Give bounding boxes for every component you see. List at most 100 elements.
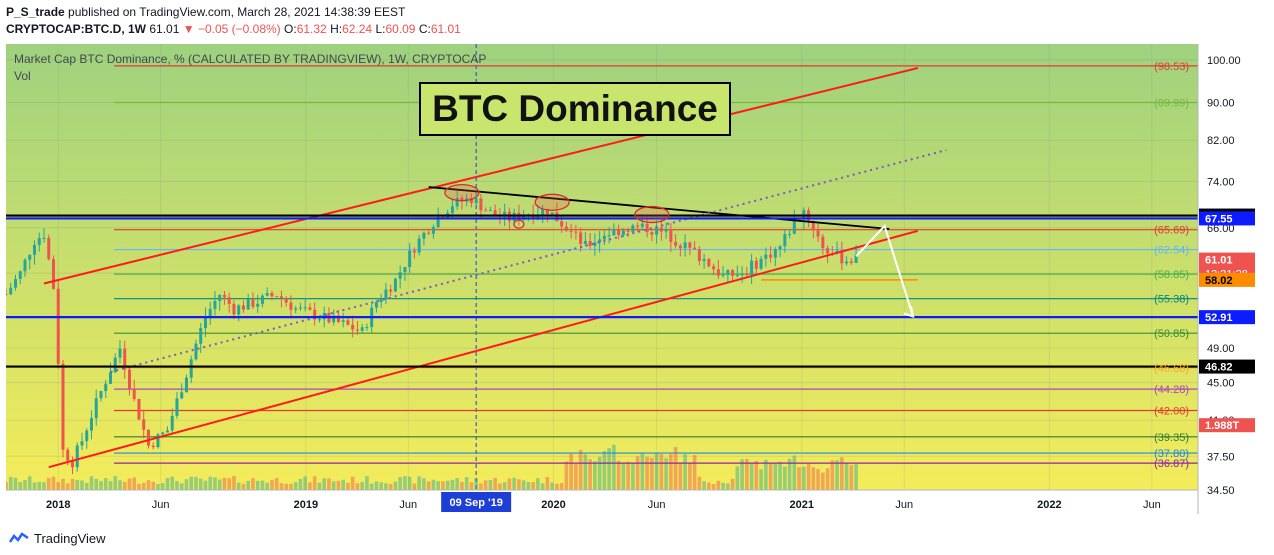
x-tick-label: Jun — [895, 499, 913, 511]
candle-body — [317, 319, 321, 321]
candle-body — [151, 445, 155, 448]
candle-body — [303, 307, 307, 309]
volume-bar — [711, 483, 716, 490]
volume-bar — [716, 480, 721, 490]
volume-bar — [569, 453, 573, 490]
candle-body — [199, 328, 203, 344]
volume-bar — [208, 476, 213, 490]
banner-text: BTC Dominance — [432, 88, 718, 129]
volume-bar — [759, 469, 763, 490]
volume-bar — [284, 483, 288, 490]
candle-body — [783, 234, 787, 247]
volume-bar — [493, 477, 497, 490]
tradingview-icon — [8, 531, 29, 543]
y-tick-label: 45.00 — [1207, 378, 1235, 390]
volume-bar — [23, 480, 27, 490]
volume-bar — [279, 483, 284, 490]
chart-canvas[interactable]: Market Cap BTC Dominance, % (CALCULATED … — [6, 44, 1268, 514]
candle-body — [184, 377, 188, 393]
volume-bar — [441, 481, 445, 490]
volume-bar — [578, 449, 583, 490]
ohlc-high: 62.24 — [342, 22, 373, 36]
candle-body — [626, 230, 630, 232]
candles — [6, 191, 858, 475]
candle-body — [294, 308, 298, 310]
candle-body — [66, 449, 70, 461]
volume-bar — [626, 461, 630, 490]
candle-body — [237, 305, 241, 315]
crosshair-date-label: 09 Sep '19 — [449, 497, 502, 509]
candle-body — [123, 348, 127, 370]
volume-bar — [308, 482, 312, 490]
volume-bar — [512, 477, 516, 490]
candle-body — [156, 434, 160, 448]
volume-bar — [274, 478, 279, 490]
volume-bar — [37, 481, 42, 490]
volume-bar — [697, 476, 702, 490]
volume-bar — [597, 456, 602, 490]
x-tick-label: 2020 — [541, 499, 565, 511]
volume-bar — [640, 452, 645, 490]
candle-body — [279, 296, 283, 299]
candle-body — [32, 244, 36, 255]
volume-bar — [802, 466, 806, 490]
candle-body — [284, 298, 288, 303]
candle-body — [403, 267, 407, 273]
candle-body — [189, 359, 193, 378]
dotted-trend-line — [110, 149, 947, 373]
candle-body — [61, 363, 65, 450]
candle-body — [640, 223, 644, 227]
x-tick-labels: 2018 Jun 2019 Jun 2020 Jun 2021 Jun 2022 Jun 09 Se… — [46, 492, 1161, 512]
candle-body — [393, 278, 397, 292]
candle-body — [232, 303, 236, 315]
volume-bar — [422, 478, 426, 490]
candle-body — [769, 254, 773, 258]
candle-body — [488, 210, 492, 212]
candle-body — [792, 218, 796, 234]
candle-body — [750, 260, 754, 275]
volume-bar — [118, 480, 122, 490]
candle-body — [669, 229, 673, 243]
candle-body — [479, 198, 483, 211]
volume-bar — [726, 483, 730, 490]
volume-bar — [32, 482, 37, 490]
volume-bar — [236, 482, 241, 490]
candle-body — [146, 429, 150, 446]
volume-bar — [42, 482, 46, 490]
candle-body — [636, 225, 640, 227]
volume-bar — [312, 476, 317, 490]
candle-body — [332, 315, 336, 323]
candle-body — [104, 383, 108, 392]
candle-body — [550, 212, 554, 215]
tradingview-logo[interactable]: TradingView — [8, 531, 106, 546]
candle-body — [579, 232, 583, 244]
volume-bar — [806, 463, 811, 490]
author-name[interactable]: P_S_trade — [6, 5, 65, 19]
volume-bar — [255, 480, 260, 490]
arrow-head — [903, 306, 915, 318]
candle-body — [602, 235, 606, 240]
top-ellipse — [634, 205, 670, 224]
candle-body — [341, 320, 345, 322]
candle-body — [693, 247, 697, 250]
volume-bar — [151, 481, 156, 490]
volume-bar — [141, 482, 146, 490]
volume-bar — [360, 482, 364, 490]
volume-bar — [526, 482, 531, 490]
volume-bar — [350, 476, 355, 490]
channel-line — [48, 229, 919, 469]
volume-bar — [792, 455, 797, 490]
volume-bar — [260, 480, 265, 490]
candle-body — [246, 298, 250, 310]
volume-bar — [844, 462, 849, 490]
volume-bar — [740, 459, 744, 490]
x-tick-label: Jun — [648, 499, 666, 511]
level-label: (65.69) — [1154, 225, 1189, 237]
level-label: (58.85) — [1154, 269, 1189, 281]
candle-body — [659, 227, 663, 232]
volume-bar — [298, 478, 303, 490]
candle-body — [707, 258, 711, 267]
candle-body — [436, 216, 440, 228]
price-badge-label: 61.01 — [1205, 255, 1233, 267]
price-change: ▼ −0.05 (−0.08%) — [182, 22, 281, 36]
